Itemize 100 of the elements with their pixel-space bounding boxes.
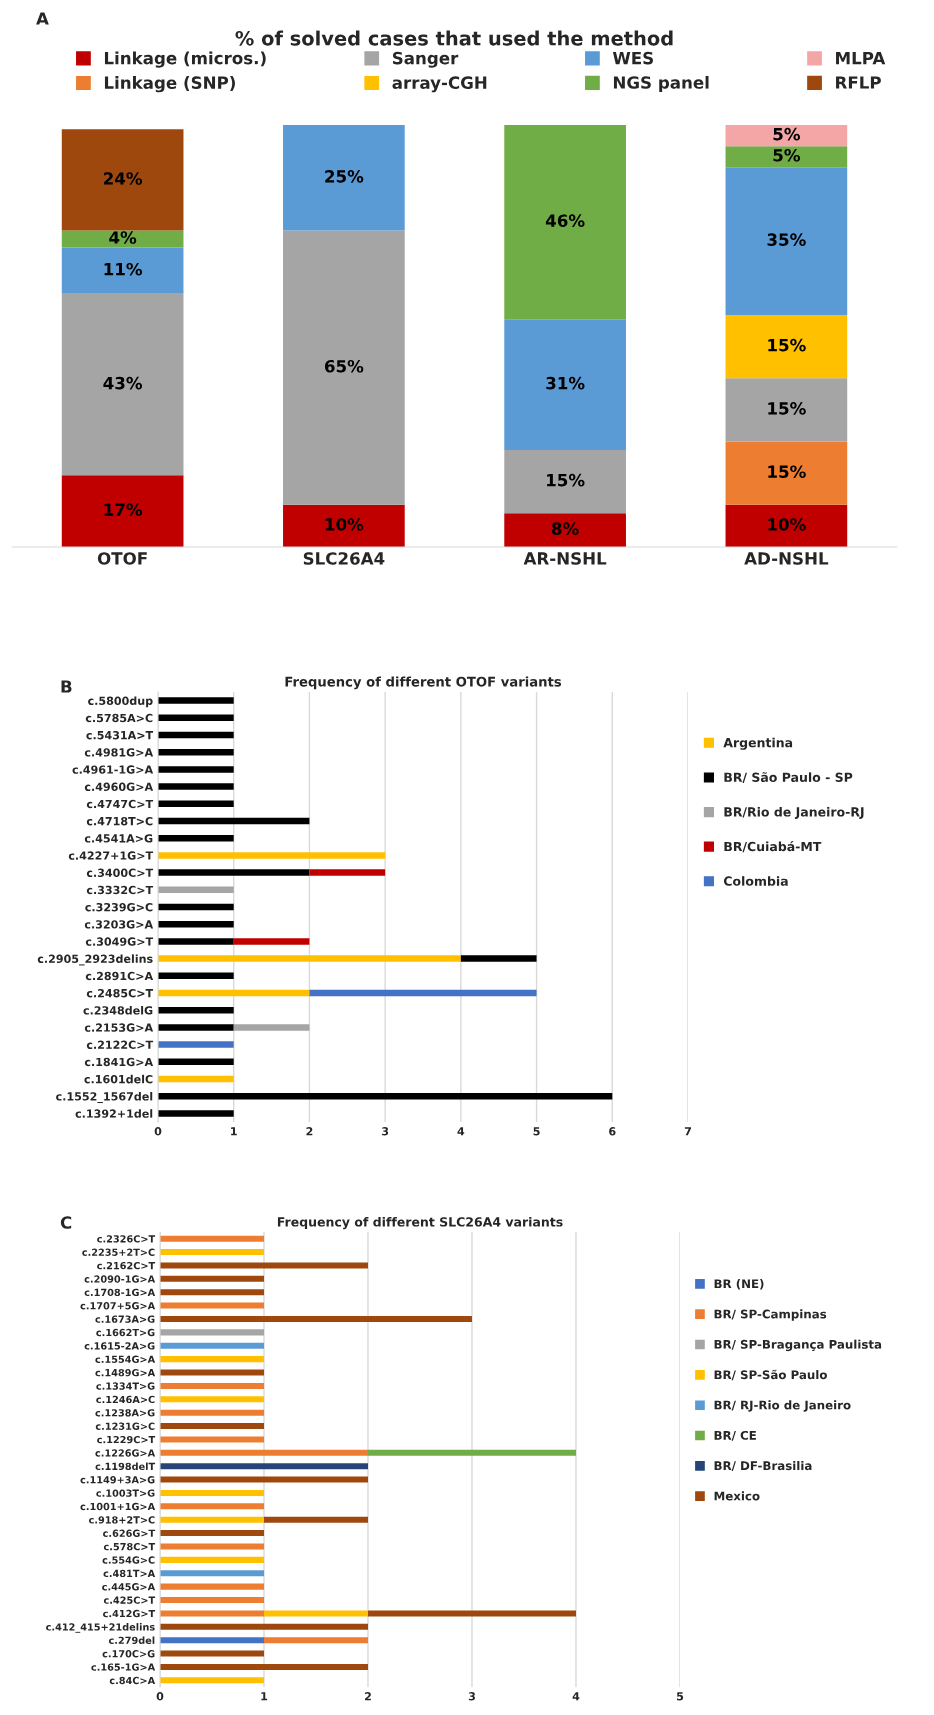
bar (160, 1516, 264, 1523)
chart-title: Frequency of different OTOF variants (285, 676, 562, 690)
bar (158, 869, 310, 876)
y-tick-label: c.1238A>G (95, 1409, 155, 1417)
bar (233, 938, 310, 945)
x-tick-label: 1 (231, 1127, 237, 1136)
bar (61, 247, 184, 294)
bar (158, 886, 234, 894)
data-label: 43% (103, 376, 143, 390)
bar (725, 146, 848, 168)
legend-label: BR/ RJ-Rio de Janeiro (714, 1400, 851, 1412)
y-tick-label: c.3239G>C (85, 902, 153, 912)
bar (460, 955, 537, 962)
y-tick-label: c.1226G>A (95, 1449, 156, 1457)
bar (61, 293, 184, 476)
bar (158, 938, 234, 945)
bar (264, 1637, 368, 1644)
bar (504, 319, 626, 450)
bar (725, 314, 848, 379)
legend-label: BR (NE) (714, 1279, 764, 1290)
y-tick-label: c.4960G>A (84, 782, 154, 791)
y-tick-label: c.4961-1G>A (72, 765, 154, 774)
bar (160, 1597, 264, 1604)
data-label: 15% (768, 465, 806, 478)
bar (160, 1436, 264, 1443)
bar (160, 1289, 264, 1296)
bar (160, 1637, 264, 1644)
y-tick-label: c.626G>T (103, 1529, 156, 1537)
y-tick-label: c.1554G>A (95, 1355, 156, 1363)
bar (283, 125, 405, 231)
data-label: 10% (325, 518, 364, 531)
bar (158, 1041, 234, 1048)
bar (160, 1476, 368, 1483)
bar (160, 1543, 264, 1550)
bar (158, 783, 234, 790)
legend-label: BR/ DF-Brasilia (714, 1461, 812, 1472)
y-tick-label: c.5431A>T (86, 730, 154, 740)
legend-label: MLPA (836, 51, 886, 65)
bar (158, 989, 310, 997)
bar (309, 989, 537, 997)
bar (160, 1315, 472, 1322)
y-tick-label: c.1229C>T (97, 1435, 156, 1444)
bar (158, 800, 234, 808)
data-label: 11% (104, 262, 143, 276)
legend-label: BR/ SP-Bragança Paulista (714, 1339, 882, 1352)
y-tick-label: c.1198delT (95, 1462, 156, 1471)
bar (160, 1489, 264, 1496)
legend-label: Sanger (392, 51, 459, 68)
bar (158, 1075, 234, 1083)
legend-label: Argentina (723, 737, 793, 750)
legend-label: BR/ São Paulo - SP (724, 772, 853, 783)
x-tick-label: 5 (533, 1127, 540, 1136)
data-label: 65% (324, 359, 364, 373)
bar (264, 1516, 368, 1523)
chart-title: Frequency of different SLC26A4 variants (277, 1216, 563, 1230)
data-label: 8% (551, 522, 579, 535)
bar (160, 1369, 264, 1376)
bar (158, 1092, 613, 1100)
bar (158, 972, 234, 980)
legend-label: array-CGH (392, 76, 487, 93)
y-tick-label: c.2348delG (83, 1005, 153, 1015)
y-tick-label: c.1003T>G (96, 1489, 155, 1497)
data-label: 31% (546, 376, 585, 390)
bar (160, 1235, 264, 1242)
y-tick-label: c.4541A>G (84, 834, 153, 843)
data-label: 15% (768, 338, 806, 352)
y-tick-label: c.554G>C (102, 1556, 155, 1564)
data-label: 25% (325, 170, 364, 183)
data-label: 5% (773, 127, 800, 141)
y-tick-label: c.279del (108, 1636, 155, 1644)
bar (160, 1396, 264, 1403)
y-tick-label: c.1552_1567del (56, 1091, 153, 1104)
bar (160, 1570, 264, 1577)
bar (158, 955, 461, 962)
y-tick-label: c.84C>A (109, 1676, 156, 1685)
bar (160, 1463, 368, 1470)
legend-label: Mexico (714, 1491, 760, 1501)
data-label: 17% (104, 503, 143, 516)
y-tick-label: c.481T>A (103, 1569, 156, 1578)
legend-label: WES (612, 51, 653, 65)
legend-label: BR/Cuiabá-MT (724, 841, 822, 853)
legend-label: Linkage (micros.) (104, 51, 266, 68)
bar (725, 125, 848, 147)
x-tick-label: 0 (154, 1127, 162, 1136)
x-tick-label: 5 (676, 1692, 684, 1701)
legend-label: BR/ SP-Campinas (714, 1309, 827, 1321)
x-tick-label: AD-NSHL (744, 552, 829, 565)
bar (725, 167, 848, 315)
bar (725, 441, 848, 505)
y-tick-label: c.445G>A (102, 1583, 156, 1591)
y-tick-label: c.425C>T (103, 1596, 156, 1604)
data-label: 35% (767, 233, 806, 246)
bar (158, 1024, 234, 1031)
bar (61, 475, 184, 547)
bar (158, 1110, 234, 1117)
y-tick-label: c.1392+1del (75, 1109, 153, 1118)
bar (309, 869, 386, 876)
bar (158, 817, 310, 825)
y-tick-label: c.4747C>T (86, 799, 154, 809)
bar (158, 748, 234, 756)
